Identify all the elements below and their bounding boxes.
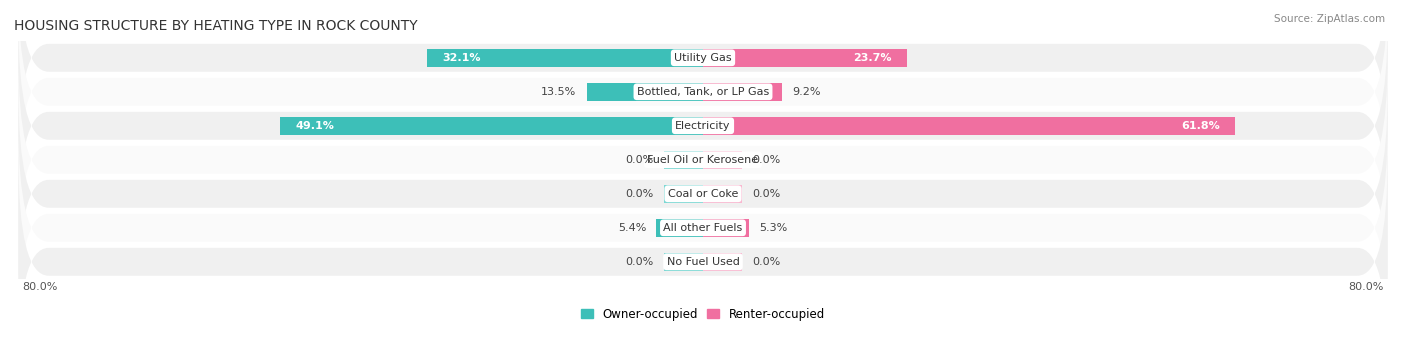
FancyBboxPatch shape bbox=[18, 0, 1388, 163]
Text: Fuel Oil or Kerosene: Fuel Oil or Kerosene bbox=[647, 155, 759, 165]
Bar bbox=[586, 83, 703, 101]
Bar bbox=[703, 117, 1236, 135]
Bar bbox=[426, 49, 703, 67]
Bar bbox=[664, 185, 703, 203]
Text: 0.0%: 0.0% bbox=[752, 257, 780, 267]
Text: 0.0%: 0.0% bbox=[626, 189, 654, 199]
Text: 80.0%: 80.0% bbox=[22, 282, 58, 291]
Text: 5.3%: 5.3% bbox=[759, 223, 787, 233]
FancyBboxPatch shape bbox=[18, 89, 1388, 299]
FancyBboxPatch shape bbox=[18, 55, 1388, 265]
Text: 0.0%: 0.0% bbox=[752, 155, 780, 165]
FancyBboxPatch shape bbox=[18, 157, 1388, 340]
Text: 23.7%: 23.7% bbox=[853, 53, 891, 63]
Bar bbox=[703, 219, 748, 237]
Text: 61.8%: 61.8% bbox=[1181, 121, 1219, 131]
Bar bbox=[703, 83, 782, 101]
Text: 13.5%: 13.5% bbox=[541, 87, 576, 97]
Text: 0.0%: 0.0% bbox=[626, 155, 654, 165]
Text: HOUSING STRUCTURE BY HEATING TYPE IN ROCK COUNTY: HOUSING STRUCTURE BY HEATING TYPE IN ROC… bbox=[14, 19, 418, 33]
Text: 5.4%: 5.4% bbox=[617, 223, 647, 233]
Bar bbox=[703, 49, 907, 67]
FancyBboxPatch shape bbox=[18, 123, 1388, 333]
Text: Electricity: Electricity bbox=[675, 121, 731, 131]
FancyBboxPatch shape bbox=[18, 21, 1388, 231]
Text: 0.0%: 0.0% bbox=[626, 257, 654, 267]
Text: Utility Gas: Utility Gas bbox=[675, 53, 731, 63]
Text: Coal or Coke: Coal or Coke bbox=[668, 189, 738, 199]
Bar bbox=[664, 253, 703, 271]
Text: No Fuel Used: No Fuel Used bbox=[666, 257, 740, 267]
Text: 9.2%: 9.2% bbox=[793, 87, 821, 97]
Bar bbox=[657, 219, 703, 237]
Text: 0.0%: 0.0% bbox=[752, 189, 780, 199]
Text: 32.1%: 32.1% bbox=[441, 53, 481, 63]
Text: 49.1%: 49.1% bbox=[295, 121, 335, 131]
Text: Source: ZipAtlas.com: Source: ZipAtlas.com bbox=[1274, 14, 1385, 23]
Legend: Owner-occupied, Renter-occupied: Owner-occupied, Renter-occupied bbox=[576, 303, 830, 325]
Bar bbox=[280, 117, 703, 135]
Bar bbox=[703, 253, 742, 271]
Text: 80.0%: 80.0% bbox=[1348, 282, 1384, 291]
Bar bbox=[664, 151, 703, 169]
FancyBboxPatch shape bbox=[18, 0, 1388, 197]
Text: Bottled, Tank, or LP Gas: Bottled, Tank, or LP Gas bbox=[637, 87, 769, 97]
Bar bbox=[703, 151, 742, 169]
Text: All other Fuels: All other Fuels bbox=[664, 223, 742, 233]
Bar bbox=[703, 185, 742, 203]
